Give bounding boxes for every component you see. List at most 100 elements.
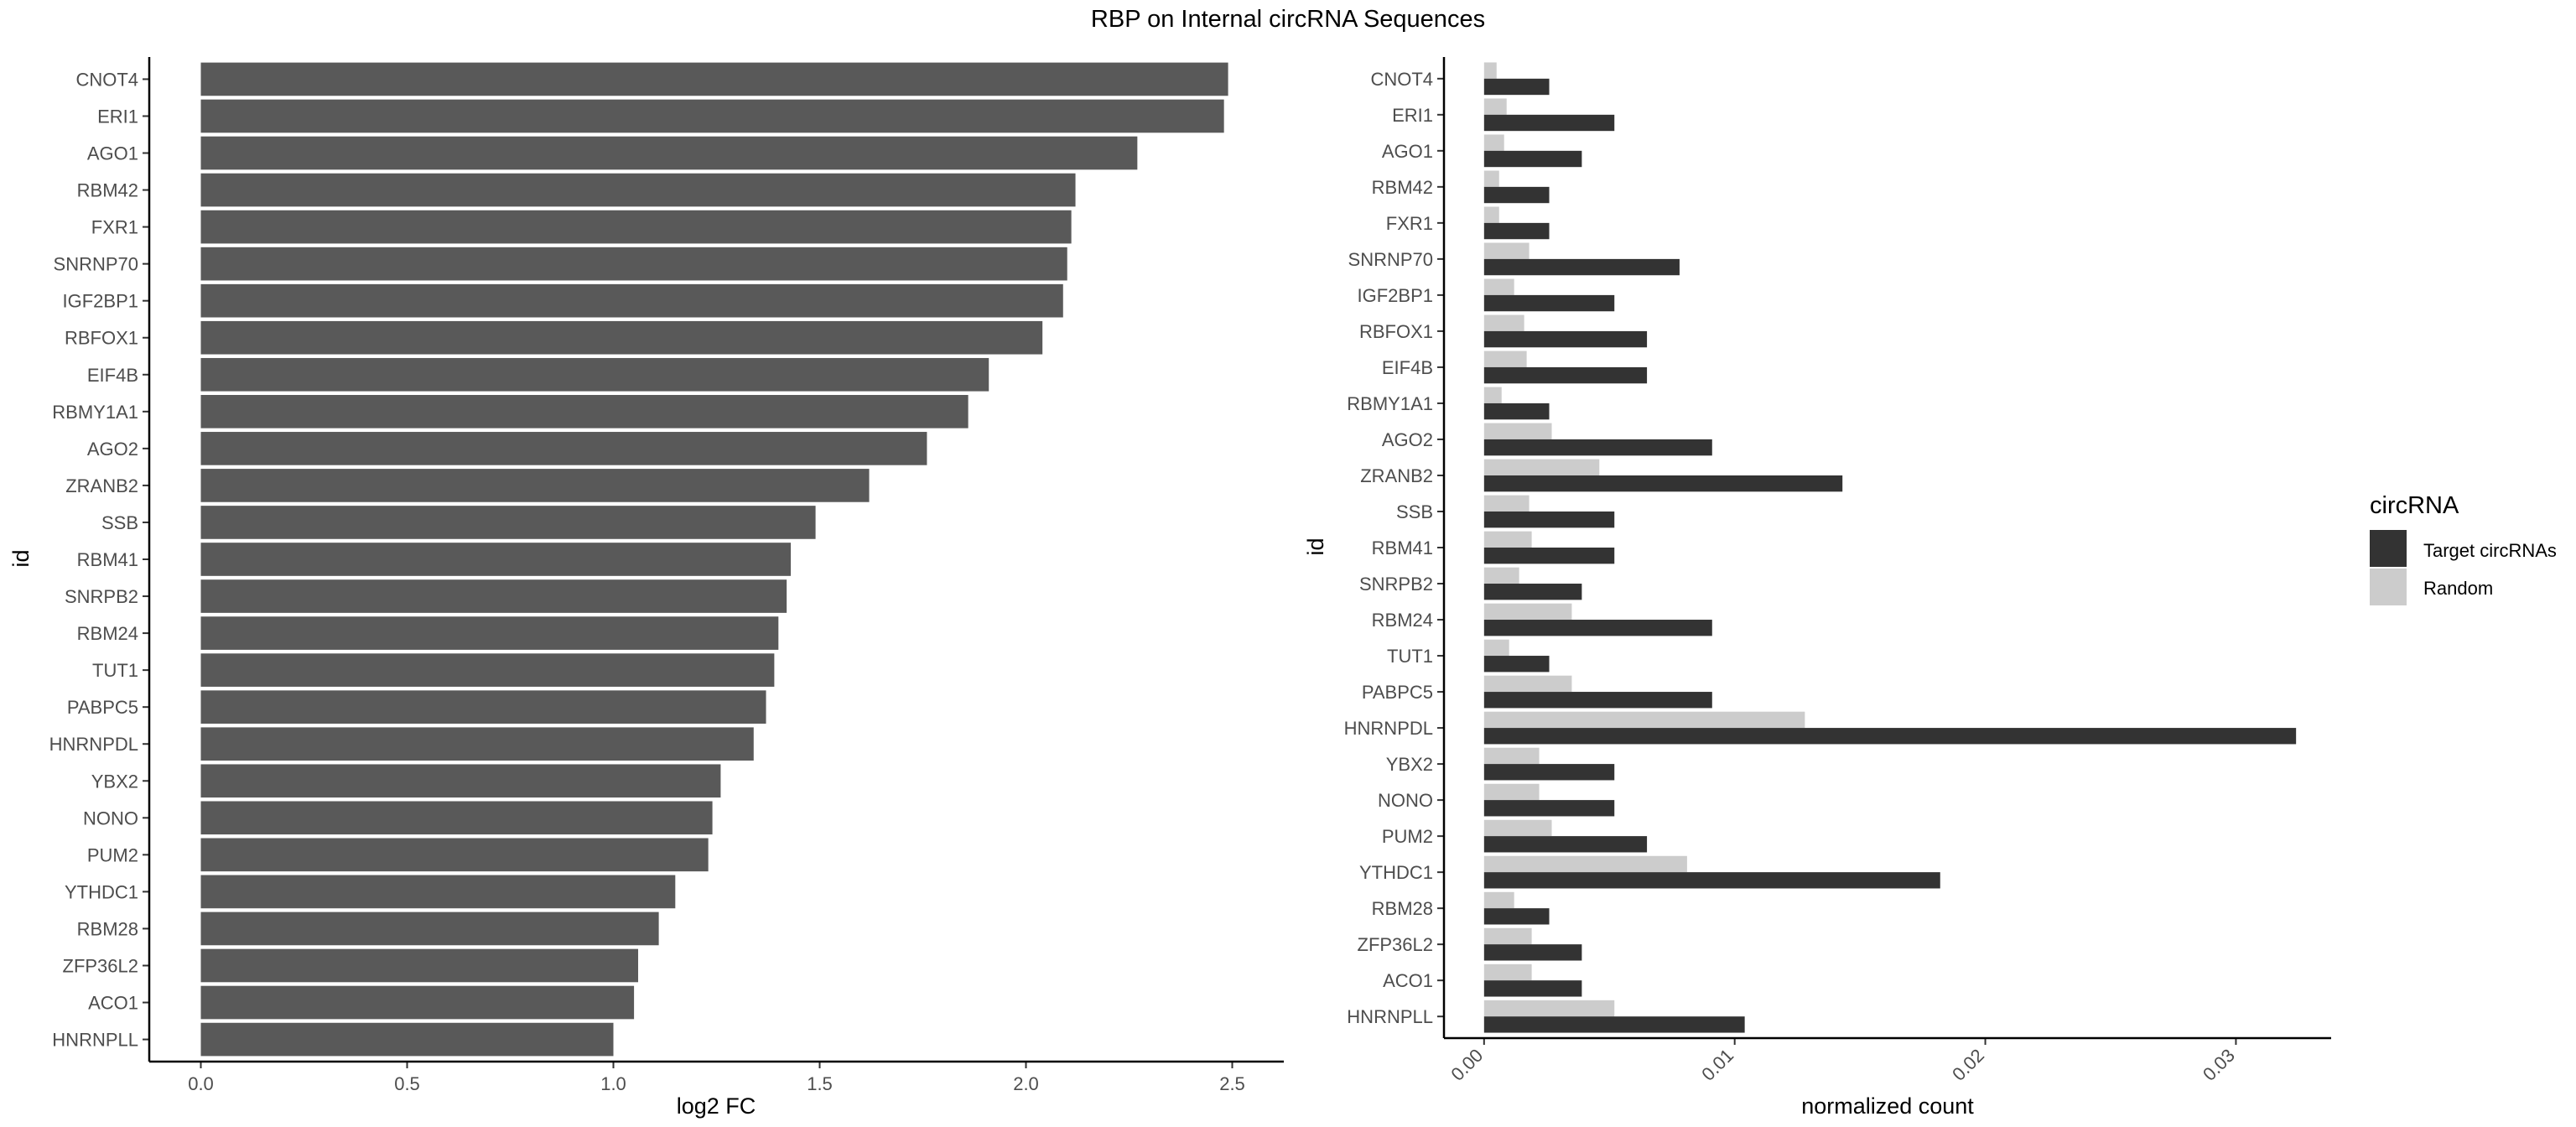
bar-nono	[200, 801, 713, 835]
y-tick-label-eri1: ERI1	[97, 106, 138, 127]
left-y-tick-labels: CNOT4 ERI1 AGO1 RBM42 FXR1 SNRNP70 IGF2BP1 RBFO…	[49, 69, 149, 1051]
bar-rbm42	[200, 173, 1076, 207]
y-tick-label-cnot4: CNOT4	[75, 69, 138, 90]
x-tick-label-3: 1.5	[807, 1073, 833, 1094]
y-tick-label-ago1: AGO1	[1382, 141, 1433, 162]
bar-random-snrnp70	[1483, 242, 1530, 259]
right-y-tick-labels: CNOT4 ERI1 AGO1 RBM42 FXR1 SNRNP70 IGF2BP1 RBFO…	[1344, 69, 1444, 1027]
left-panel: CNOT4 ERI1 AGO1 RBM42 FXR1 SNRNP70 IGF2BP1 RBFO…	[8, 57, 1284, 1119]
legend: circRNA Target circRNAs Random	[2370, 492, 2557, 605]
bar-target-igf2bp1	[1483, 294, 1615, 312]
y-tick-label-ybx2: YBX2	[1386, 754, 1433, 775]
bar-target-zranb2	[1483, 475, 1843, 492]
y-tick-label-aco1: ACO1	[88, 993, 138, 1014]
left-y-axis-title: id	[8, 549, 34, 567]
bar-target-nono	[1483, 800, 1615, 817]
x-tick-label-2: 1.0	[600, 1073, 626, 1094]
bar-random-ythdc1	[1483, 855, 1687, 873]
y-tick-label-zfp36l2: ZFP36L2	[63, 955, 139, 976]
left-x-axis-title: log2 FC	[677, 1093, 756, 1119]
bar-rbfox1	[200, 320, 1043, 355]
bar-target-rbm28	[1483, 908, 1550, 925]
bar-pum2	[200, 838, 709, 872]
bar-cnot4	[200, 62, 1228, 96]
bar-random-zranb2	[1483, 459, 1600, 475]
y-tick-label-igf2bp1: IGF2BP1	[1358, 285, 1433, 306]
y-tick-label-nono: NONO	[1378, 790, 1433, 811]
bar-target-rbfox1	[1483, 330, 1648, 348]
bar-random-igf2bp1	[1483, 278, 1514, 295]
bar-target-ago1	[1483, 150, 1582, 168]
bar-snrnp70	[200, 247, 1067, 281]
y-tick-label-snrnp70: SNRNP70	[54, 254, 138, 275]
bar-rbmy1a1	[200, 395, 969, 428]
bar-pabpc5	[200, 690, 766, 724]
bar-random-rbm41	[1483, 531, 1532, 548]
bar-random-snrpb2	[1483, 567, 1519, 584]
bar-target-eri1	[1483, 114, 1615, 132]
y-tick-label-eif4b: EIF4B	[1382, 357, 1433, 378]
y-tick-label-nono: NONO	[83, 808, 138, 828]
bar-rbm24	[200, 616, 779, 650]
y-tick-label-ythdc1: YTHDC1	[1359, 862, 1433, 883]
bar-target-eif4b	[1483, 366, 1648, 384]
bar-random-zfp36l2	[1483, 927, 1532, 945]
bar-random-ago2	[1483, 423, 1552, 439]
bar-target-rbm41	[1483, 548, 1615, 564]
y-tick-label-rbm42: RBM42	[77, 180, 138, 201]
legend-label-random: Random	[2423, 578, 2493, 599]
bar-target-cnot4	[1483, 78, 1550, 96]
right-x-axis-title: normalized count	[1801, 1093, 1974, 1119]
x-tick-label-5: 2.5	[1219, 1073, 1245, 1094]
y-tick-label-eri1: ERI1	[1392, 105, 1433, 126]
x-tick-label-3: 0.03	[2199, 1045, 2239, 1085]
bar-hnrnpll	[200, 1022, 614, 1057]
legend-label-target: Target circRNAs	[2423, 540, 2557, 561]
y-tick-label-igf2bp1: IGF2BP1	[63, 291, 138, 312]
y-tick-label-ssb: SSB	[101, 512, 138, 533]
y-tick-label-eif4b: EIF4B	[87, 365, 138, 386]
right-y-axis-title: id	[1303, 538, 1328, 555]
y-tick-label-rbmy1a1: RBMY1A1	[1347, 393, 1433, 414]
bar-random-ssb	[1483, 495, 1530, 512]
y-tick-label-cnot4: CNOT4	[1370, 69, 1433, 90]
y-tick-label-pabpc5: PABPC5	[67, 697, 138, 718]
bar-target-ythdc1	[1483, 872, 1940, 889]
bar-target-rbmy1a1	[1483, 402, 1550, 420]
y-tick-label-ago2: AGO2	[1382, 429, 1433, 450]
bar-ago1	[200, 136, 1138, 170]
bar-aco1	[200, 985, 635, 1020]
y-tick-label-rbm41: RBM41	[77, 549, 138, 570]
bar-random-rbm28	[1483, 891, 1514, 909]
y-tick-label-rbm28: RBM28	[77, 918, 138, 939]
y-tick-label-zfp36l2: ZFP36L2	[1358, 934, 1434, 955]
bar-target-snrnp70	[1483, 258, 1680, 276]
y-tick-label-hnrnpdl: HNRNPDL	[1344, 718, 1433, 739]
bar-zranb2	[200, 469, 870, 502]
bar-eif4b	[200, 357, 989, 392]
y-tick-label-ythdc1: YTHDC1	[65, 881, 138, 902]
bar-ybx2	[200, 764, 721, 798]
legend-key-target	[2370, 530, 2407, 567]
x-tick-label-0: 0.00	[1446, 1045, 1487, 1085]
y-tick-label-pum2: PUM2	[1382, 826, 1433, 847]
y-tick-label-snrpb2: SNRPB2	[65, 586, 138, 607]
y-tick-label-rbfox1: RBFOX1	[65, 328, 138, 349]
x-tick-label-0: 0.0	[188, 1073, 214, 1094]
bar-random-nono	[1483, 783, 1540, 801]
y-tick-label-hnrnpll: HNRNPLL	[52, 1030, 138, 1051]
y-tick-label-pabpc5: PABPC5	[1362, 682, 1433, 703]
bar-snrpb2	[200, 579, 787, 613]
bar-random-rbm42	[1483, 170, 1499, 187]
right-bars	[1483, 62, 2297, 1033]
legend-key-random	[2370, 569, 2407, 605]
bar-eri1	[200, 99, 1224, 133]
bar-fxr1	[200, 210, 1072, 244]
bar-target-snrpb2	[1483, 584, 1582, 600]
bar-target-zfp36l2	[1483, 944, 1582, 961]
bar-zfp36l2	[200, 948, 639, 983]
y-tick-label-hnrnpdl: HNRNPDL	[49, 734, 138, 755]
left-bars	[200, 62, 1228, 1057]
y-tick-label-ssb: SSB	[1396, 501, 1433, 522]
bar-random-pabpc5	[1483, 675, 1572, 693]
